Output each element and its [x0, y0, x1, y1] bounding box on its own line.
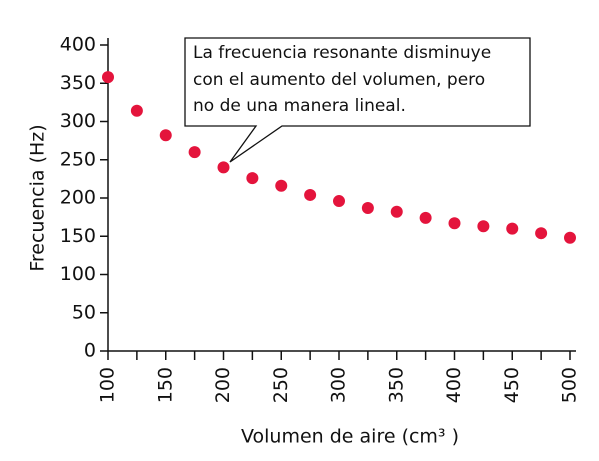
point — [419, 211, 432, 224]
point — [188, 146, 201, 159]
point — [506, 222, 519, 235]
point — [333, 195, 345, 208]
point — [304, 188, 317, 201]
x-tick-label: 500 — [559, 367, 581, 403]
point — [361, 201, 374, 214]
x-tick-label: 200 — [212, 367, 234, 403]
y-tick-label: 250 — [60, 148, 96, 170]
y-tick-label: 400 — [60, 34, 96, 56]
y-tick-label: 350 — [60, 72, 96, 94]
point — [535, 227, 548, 240]
x-tick-label: 350 — [385, 367, 407, 403]
x-tick-label: 300 — [328, 367, 350, 403]
annotation-box — [184, 37, 531, 163]
x-tick-label: 150 — [154, 367, 176, 403]
x-tick-label: 100 — [97, 367, 119, 403]
point — [246, 172, 259, 185]
annotation-line: no de una manera lineal. — [193, 96, 406, 116]
annotation-line: La frecuencia resonante disminuye — [193, 43, 491, 63]
point — [102, 71, 114, 84]
y-tick-label: 0 — [84, 340, 96, 362]
point — [130, 104, 143, 117]
point — [390, 205, 403, 218]
y-tick-label: 50 — [72, 301, 96, 323]
x-tick-label: 400 — [443, 367, 465, 403]
point — [477, 220, 490, 233]
y-tick-label: 200 — [60, 187, 96, 209]
y-tick-label: 150 — [60, 225, 96, 247]
annotation: La frecuencia resonante disminuye con el… — [184, 37, 531, 163]
x-tick-label: 250 — [270, 367, 292, 403]
point — [159, 129, 172, 142]
x-tick-label: 450 — [501, 367, 523, 403]
point — [275, 179, 288, 192]
y-tick-label: 100 — [60, 263, 96, 285]
point — [448, 217, 461, 230]
point — [564, 231, 576, 244]
y-axis-label: Frecuencia (Hz) — [27, 124, 49, 271]
y-tick-label: 300 — [60, 110, 96, 132]
point — [217, 161, 230, 174]
annotation-line: con el aumento del volumen, pero — [193, 70, 485, 90]
x-axis-label: Volumen de aire (cm³ ) — [241, 426, 459, 448]
